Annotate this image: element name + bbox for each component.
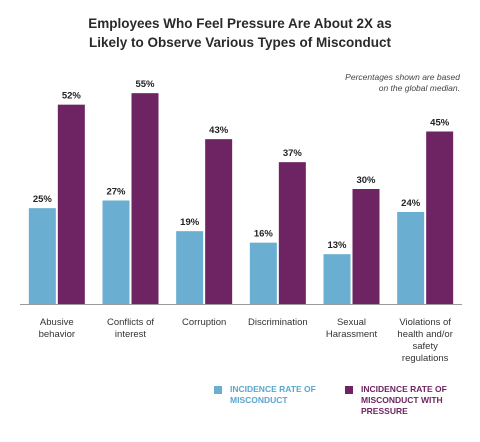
chart-title-line-1: Employees Who Feel Pressure Are About 2X…	[88, 16, 392, 31]
category-label: Discrimination	[248, 317, 308, 328]
data-label: 43%	[209, 125, 229, 136]
data-label: 52%	[62, 91, 82, 102]
data-label: 24%	[401, 198, 421, 209]
chart-note: Percentages shown are based on the globa…	[310, 72, 460, 94]
category-label: Violations of health and/or safety regulati…	[397, 317, 452, 364]
legend-item-pressure: INCIDENCE RATE OF MISCONDUCT WITH PRESSU…	[345, 384, 447, 417]
legend-label-line: MISCONDUCT	[230, 395, 288, 405]
bar-pressure	[57, 104, 85, 305]
data-label: 37%	[283, 148, 303, 159]
data-label: 25%	[33, 194, 53, 205]
category-label: Sexual Harassment	[326, 317, 378, 340]
bar-pressure	[278, 162, 306, 304]
bar-pressure	[205, 139, 233, 304]
bar-incidence	[28, 208, 56, 304]
legend-label-line: INCIDENCE RATE OF	[230, 384, 316, 394]
bar-pressure	[352, 189, 380, 304]
data-label: 19%	[180, 217, 200, 228]
category-label: Corruption	[182, 317, 226, 328]
legend-swatch-pressure	[345, 386, 353, 394]
chart-note-line-2: on the global median.	[378, 83, 460, 93]
legend-swatch-incidence	[214, 386, 222, 394]
category-label: Conflicts of interest	[107, 317, 154, 340]
data-label: 30%	[356, 175, 376, 186]
bar-pressure	[426, 131, 454, 304]
data-label: 16%	[254, 229, 274, 240]
bar-incidence	[102, 200, 130, 304]
legend-item-incidence: INCIDENCE RATE OF MISCONDUCT	[214, 384, 316, 406]
legend-label-line: MISCONDUCT WITH	[361, 395, 443, 405]
bar-incidence	[249, 242, 277, 304]
chart-note-line-1: Percentages shown are based	[345, 72, 460, 82]
legend-label-line: PRESSURE	[361, 406, 408, 416]
data-label: 13%	[327, 240, 347, 251]
bar-incidence	[323, 254, 351, 304]
bar-incidence	[176, 231, 204, 304]
chart-title: Employees Who Feel Pressure Are About 2X…	[0, 14, 480, 52]
data-label: 45%	[430, 118, 450, 129]
category-label: Abusive behavior	[39, 317, 75, 340]
legend-label-pressure: INCIDENCE RATE OF MISCONDUCT WITH PRESSU…	[361, 384, 447, 417]
bar-pressure	[131, 93, 159, 305]
data-label: 55%	[135, 79, 155, 90]
legend-label-incidence: INCIDENCE RATE OF MISCONDUCT	[230, 384, 316, 406]
legend-label-line: INCIDENCE RATE OF	[361, 384, 447, 394]
chart-title-line-2: Likely to Observe Various Types of Misco…	[88, 35, 392, 50]
data-label: 27%	[106, 187, 126, 198]
bar-incidence	[397, 212, 425, 304]
